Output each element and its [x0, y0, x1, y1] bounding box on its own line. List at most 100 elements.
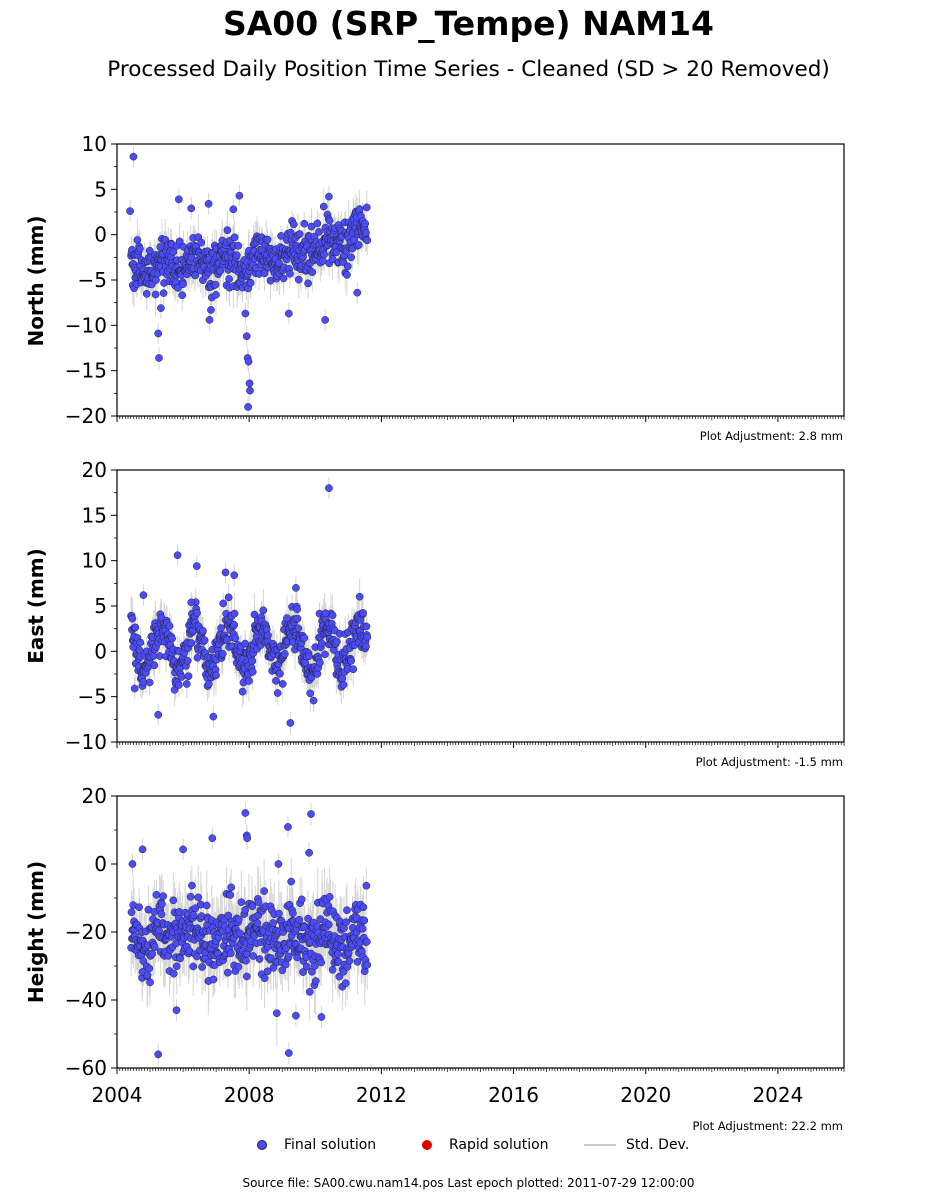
data-point: [295, 230, 304, 238]
data-point: [199, 627, 207, 635]
data-point: [191, 271, 200, 280]
outlier-point: [187, 598, 196, 607]
data-point: [311, 977, 320, 985]
outlier-point: [325, 484, 333, 492]
data-point: [260, 269, 269, 278]
outlier-point: [128, 860, 137, 868]
data-point: [236, 929, 244, 938]
panel-height: Height (mm) Plot Adjustment: 22.2 mm −60…: [24, 784, 845, 1133]
data-point: [143, 971, 152, 980]
data-point: [219, 599, 228, 608]
outlier-point: [157, 304, 165, 312]
data-point: [174, 681, 183, 689]
data-point: [155, 926, 163, 935]
north-adjustment: Plot Adjustment: 2.8 mm: [700, 429, 843, 443]
data-point: [232, 251, 241, 259]
legend-rapid: Rapid solution: [422, 1137, 549, 1153]
outlier-point: [305, 848, 313, 857]
outlier-point: [307, 810, 315, 818]
data-point: [226, 891, 235, 899]
data-point: [178, 291, 187, 300]
data-point: [223, 226, 232, 235]
data-point: [264, 631, 272, 640]
outlier-point: [230, 571, 239, 580]
data-point: [316, 658, 324, 667]
data-point: [302, 962, 311, 971]
data-point: [289, 909, 297, 918]
data-point: [193, 609, 201, 617]
outlier-point: [155, 354, 163, 362]
data-point: [319, 202, 328, 211]
y-tick-label: −15: [65, 359, 107, 383]
outlier-point: [221, 568, 230, 577]
data-point: [226, 949, 235, 958]
outlier-point: [284, 309, 293, 318]
data-point: [332, 637, 341, 646]
height-ylabel: Height (mm): [24, 861, 48, 1003]
data-point: [260, 974, 269, 983]
y-tick-label: −60: [65, 1056, 107, 1080]
data-point: [193, 952, 201, 961]
data-point: [362, 622, 371, 631]
data-point: [176, 954, 184, 963]
data-point: [305, 652, 313, 661]
outlier-point: [317, 1013, 326, 1021]
data-point: [230, 620, 239, 629]
data-point: [248, 668, 257, 676]
data-point: [198, 963, 206, 971]
outlier-point: [325, 192, 333, 201]
y-tick-label: 20: [82, 784, 107, 808]
stddev-bars: [130, 477, 368, 734]
outlier-point: [174, 195, 183, 204]
data-point: [353, 957, 362, 966]
data-point: [293, 605, 301, 614]
data-point: [325, 216, 334, 225]
data-point: [169, 896, 178, 905]
y-tick-label: −20: [65, 404, 107, 428]
outlier-point: [286, 719, 295, 727]
data-marks: [126, 145, 372, 416]
data-point: [248, 657, 257, 665]
data-point: [272, 1009, 281, 1018]
legend-rapid-label: Rapid solution: [449, 1137, 549, 1153]
outlier-point: [229, 205, 238, 214]
x-tick-label: 2008: [224, 1083, 275, 1107]
data-point: [189, 911, 198, 920]
data-point: [152, 890, 161, 899]
outlier-point: [321, 316, 329, 324]
y-tick-label: 0: [94, 223, 107, 247]
data-point: [135, 903, 143, 912]
data-point: [355, 205, 364, 213]
data-point: [193, 653, 202, 662]
data-point: [211, 280, 220, 289]
outlier-point: [173, 551, 182, 560]
data-point: [128, 614, 137, 623]
outlier-point: [242, 332, 251, 341]
data-point: [324, 920, 333, 929]
data-point: [338, 674, 347, 683]
data-point: [277, 232, 285, 240]
y-tick-label: −5: [78, 268, 107, 292]
chart-title: SA00 (SRP_Tempe) NAM14: [222, 4, 715, 43]
x-tick-label: 2004: [92, 1083, 143, 1107]
data-point: [177, 673, 186, 681]
outlier-point: [274, 860, 283, 868]
data-point: [328, 611, 337, 620]
outlier-point: [204, 199, 213, 208]
data-point: [284, 952, 293, 961]
data-point: [300, 219, 309, 228]
data-point: [278, 680, 287, 688]
data-point: [242, 972, 251, 981]
data-point: [325, 893, 334, 901]
data-point: [253, 919, 262, 928]
data-point: [184, 672, 193, 681]
east-ylabel: East (mm): [24, 548, 48, 664]
data-point: [317, 958, 326, 967]
y-tick-label: −40: [65, 988, 107, 1012]
data-point: [136, 638, 145, 647]
data-point: [212, 671, 220, 680]
data-point: [293, 614, 302, 623]
data-point: [350, 235, 358, 244]
outlier-point: [241, 309, 250, 318]
data-point: [150, 943, 159, 952]
